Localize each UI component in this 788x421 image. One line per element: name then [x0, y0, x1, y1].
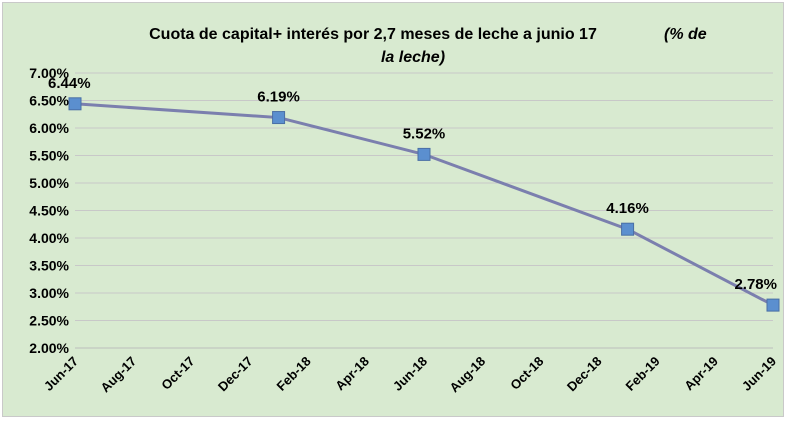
data-point-marker	[621, 222, 635, 236]
x-tick-label: Aug-18	[447, 354, 489, 396]
y-tick-label: 2.50%	[29, 313, 69, 329]
x-tick-label: Apr-19	[681, 354, 721, 394]
y-tick-label: 6.00%	[29, 120, 69, 136]
x-tick-label: Feb-18	[274, 354, 314, 394]
data-label: 2.78%	[734, 276, 777, 293]
data-point-marker	[766, 298, 780, 312]
chart-title: Cuota de capital+ interés por 2,7 meses …	[149, 26, 597, 43]
chart-title-unit-line2: la leche)	[381, 49, 445, 66]
y-tick-label: 5.00%	[29, 175, 69, 191]
x-tick-label: Aug-17	[98, 354, 140, 396]
y-tick-label: 4.00%	[29, 230, 69, 246]
x-tick-label: Jun-18	[390, 354, 430, 394]
x-tick-label: Jun-19	[739, 354, 779, 394]
y-tick-label: 4.50%	[29, 203, 69, 219]
y-tick-label: 5.50%	[29, 148, 69, 164]
series-layer	[68, 97, 780, 312]
data-label: 5.52%	[403, 125, 446, 142]
y-tick-label: 6.50%	[29, 93, 69, 109]
y-tick-label: 3.00%	[29, 285, 69, 301]
x-tick-label: Oct-18	[507, 354, 546, 393]
line-chart: Cuota de capital+ interés por 2,7 meses …	[29, 26, 780, 395]
data-point-marker	[68, 97, 82, 111]
x-tick-label: Oct-17	[158, 354, 197, 393]
data-point-marker	[417, 147, 431, 161]
x-tick-label: Dec-18	[564, 354, 605, 395]
chart-area: Cuota de capital+ interés por 2,7 meses …	[2, 2, 784, 417]
data-label: 6.19%	[257, 89, 300, 106]
data-labels: 6.44% 6.19% 5.52% 4.16% 2.78%	[48, 75, 777, 293]
data-label: 6.44%	[48, 75, 91, 92]
x-tick-label: Dec-17	[215, 354, 256, 395]
gridlines	[75, 72, 773, 349]
chart-title-unit-line1: (% de	[664, 26, 707, 43]
y-tick-label: 7.00%	[29, 65, 69, 81]
x-tick-label: Apr-18	[332, 354, 372, 394]
data-label: 4.16%	[606, 200, 649, 217]
x-tick-label: Jun-17	[41, 354, 81, 394]
axes: 2.00% 2.50% 3.00% 3.50% 4.00% 4.50% 5.00% 5.50%…	[29, 65, 779, 395]
data-point-marker	[272, 111, 286, 125]
y-tick-label: 2.00%	[29, 340, 69, 356]
y-tick-label: 3.50%	[29, 258, 69, 274]
x-tick-label: Feb-19	[623, 354, 663, 394]
